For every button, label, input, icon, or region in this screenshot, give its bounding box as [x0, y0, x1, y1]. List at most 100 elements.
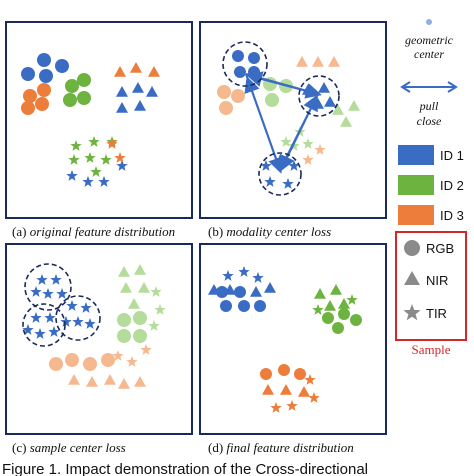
- triangle-point: [338, 298, 350, 309]
- triangle-icon: [404, 271, 420, 285]
- triangle-point: [104, 374, 116, 385]
- triangle-point: [130, 62, 142, 73]
- legend-nir-label: NIR: [426, 273, 448, 288]
- triangle-point: [330, 284, 342, 295]
- legend-pull-line2: close: [417, 114, 442, 128]
- triangle-point: [296, 56, 308, 67]
- star-point: [312, 304, 324, 315]
- panel-b-frame: [199, 21, 387, 219]
- triangle-point: [298, 386, 310, 397]
- triangle-point: [314, 288, 326, 299]
- circle-point: [332, 322, 344, 334]
- circle-point: [220, 300, 232, 312]
- circle-point: [101, 353, 115, 367]
- star-point: [302, 138, 314, 149]
- star-point: [88, 136, 100, 147]
- circle-point: [133, 329, 147, 343]
- star-point: [154, 304, 166, 315]
- circle-point: [65, 79, 79, 93]
- legend-id3-label: ID 3: [440, 208, 464, 223]
- star-point: [36, 274, 48, 285]
- star-point: [70, 140, 82, 151]
- circle-point: [35, 97, 49, 111]
- circle-point: [278, 364, 290, 376]
- circle-point: [238, 300, 250, 312]
- star-point: [222, 270, 234, 281]
- triangle-point: [134, 376, 146, 387]
- star-point: [84, 152, 96, 163]
- star-point: [140, 344, 152, 355]
- triangle-point: [68, 374, 80, 385]
- circle-point: [65, 353, 79, 367]
- caption-c: (c) sample center loss: [12, 440, 126, 455]
- panel-c-frame: [5, 243, 193, 435]
- triangle-point: [264, 282, 276, 293]
- star-point: [270, 402, 282, 413]
- panel-a-frame: [5, 21, 193, 219]
- circle-point: [39, 69, 53, 83]
- triangle-point: [138, 282, 150, 293]
- star-point: [304, 374, 316, 385]
- circle-point: [254, 300, 266, 312]
- triangle-point: [86, 376, 98, 387]
- star-point: [56, 288, 68, 299]
- triangle-point: [312, 56, 324, 67]
- panel-c-dashed-circles: [22, 263, 101, 347]
- feature-points: [21, 50, 362, 413]
- star-point: [82, 176, 94, 187]
- legend-geometric-line1: geometric: [405, 33, 454, 47]
- circle-point: [63, 93, 77, 107]
- legend-rgb-label: RGB: [426, 241, 454, 256]
- triangle-point: [348, 100, 360, 111]
- star-point: [264, 176, 276, 187]
- circle-point: [55, 59, 69, 73]
- star-point: [116, 160, 128, 171]
- circle-point: [37, 83, 51, 97]
- star-point: [286, 400, 298, 411]
- circle-point: [21, 67, 35, 81]
- star-point: [126, 356, 138, 367]
- circle-point: [260, 368, 272, 380]
- triangle-point: [116, 102, 128, 113]
- circle-point: [294, 368, 306, 380]
- id1-swatch: [398, 145, 434, 165]
- star-point: [302, 154, 314, 165]
- triangle-point: [328, 56, 340, 67]
- triangle-point: [262, 384, 274, 395]
- pull-close-arrow-icon: [400, 81, 458, 93]
- star-point: [112, 350, 124, 361]
- star-point: [84, 318, 96, 329]
- circle-point: [231, 89, 245, 103]
- circle-point: [37, 53, 51, 67]
- star-point: [106, 138, 118, 149]
- star-point: [308, 392, 320, 403]
- circle-point: [232, 50, 244, 62]
- legend-pull-line1: pull: [419, 99, 439, 113]
- triangle-point: [324, 300, 336, 311]
- triangle-point: [134, 264, 146, 275]
- circle-point: [49, 357, 63, 371]
- star-point: [314, 144, 326, 155]
- triangle-point: [118, 378, 130, 389]
- id3-swatch: [398, 205, 434, 225]
- figure-caption: Figure 1. Impact demonstration of the Cr…: [2, 461, 368, 476]
- triangle-point: [250, 286, 262, 297]
- star-point: [34, 328, 46, 339]
- circle-point: [338, 308, 350, 320]
- star-point: [282, 178, 294, 189]
- geometric-center-dot-icon: [426, 19, 432, 25]
- star-point: [22, 324, 34, 335]
- circle-point: [350, 314, 362, 326]
- star-point: [148, 320, 160, 331]
- caption-a: (a) original feature distribution: [12, 224, 175, 239]
- triangle-point: [340, 116, 352, 127]
- star-point: [80, 302, 92, 313]
- triangle-point: [132, 82, 144, 93]
- star-point: [150, 286, 162, 297]
- circle-point: [265, 93, 279, 107]
- circle-point: [117, 329, 131, 343]
- star-point: [100, 154, 112, 165]
- triangle-point: [146, 86, 158, 97]
- circle-point: [23, 89, 37, 103]
